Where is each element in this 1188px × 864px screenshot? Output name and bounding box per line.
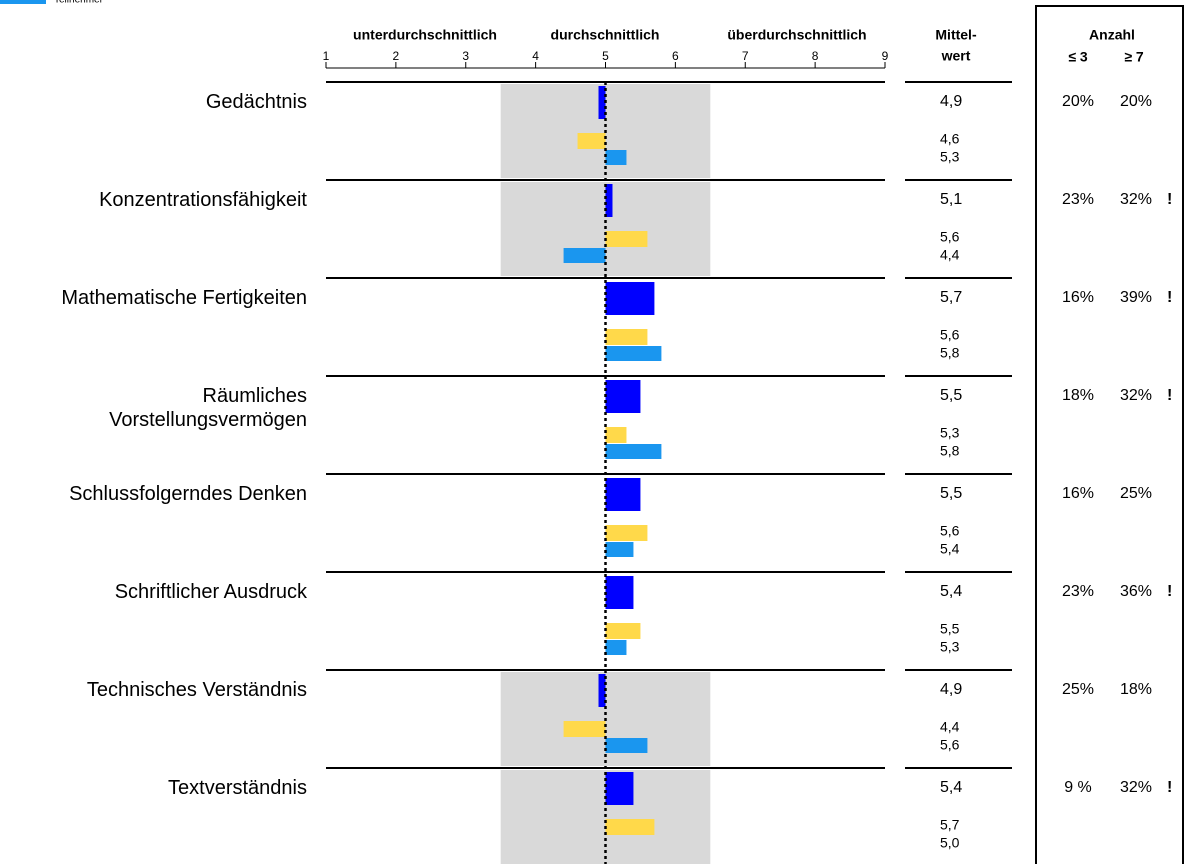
bar xyxy=(605,542,634,557)
bar xyxy=(563,721,606,737)
legend-swatch xyxy=(0,0,46,4)
value-label: 4,6 xyxy=(940,131,960,147)
x-tick-label: 4 xyxy=(532,49,539,63)
count-low: 20% xyxy=(1062,93,1094,110)
value-label: 5,3 xyxy=(940,425,960,441)
bar xyxy=(605,738,648,753)
x-tick-label: 8 xyxy=(812,49,819,63)
count-low: 23% xyxy=(1062,191,1094,208)
bar xyxy=(605,346,662,361)
range-label: durchschnittlich xyxy=(551,27,660,43)
bar xyxy=(605,380,641,413)
value-label: 5,3 xyxy=(940,149,960,165)
value-label: 4,9 xyxy=(940,93,962,110)
flag: ! xyxy=(1167,289,1172,306)
bar xyxy=(605,329,648,345)
bar xyxy=(605,772,634,805)
flag: ! xyxy=(1167,779,1172,796)
bar xyxy=(605,444,662,459)
bar xyxy=(605,819,655,835)
count-column: ≤ 3 xyxy=(1068,49,1088,65)
count-box xyxy=(1035,5,1184,864)
count-high: 18% xyxy=(1120,681,1152,698)
value-label: 5,6 xyxy=(940,229,960,245)
category-label: Gedächtnis xyxy=(205,91,307,113)
value-label: 5,8 xyxy=(940,345,960,361)
category-label: Konzentrationsfähigkeit xyxy=(99,189,307,211)
category-label: Schlussfolgerndes Denken xyxy=(69,483,307,505)
count-low: 18% xyxy=(1062,387,1094,404)
bar xyxy=(605,231,648,247)
flag: ! xyxy=(1167,583,1172,600)
value-label: 5,4 xyxy=(940,583,962,600)
value-label: 5,1 xyxy=(940,191,962,208)
value-label: 5,3 xyxy=(940,639,960,655)
count-low: 23% xyxy=(1062,583,1094,600)
x-tick-label: 1 xyxy=(323,49,330,63)
x-tick-label: 3 xyxy=(462,49,469,63)
bar xyxy=(605,150,627,165)
flag: ! xyxy=(1167,191,1172,208)
count-high: 25% xyxy=(1120,485,1152,502)
bar xyxy=(605,525,648,541)
count-low: 16% xyxy=(1062,485,1094,502)
value-label: 5,4 xyxy=(940,779,962,796)
bar xyxy=(605,282,655,315)
count-high: 39% xyxy=(1120,289,1152,306)
count-low: 25% xyxy=(1062,681,1094,698)
count-header: Anzahl xyxy=(1089,27,1135,43)
value-label: 5,5 xyxy=(940,621,960,637)
category-label: Technisches Verständnis xyxy=(86,679,307,701)
count-column: ≥ 7 xyxy=(1124,49,1144,65)
count-high: 32% xyxy=(1120,387,1152,404)
value-label: 5,7 xyxy=(940,817,960,833)
bar xyxy=(605,184,613,217)
value-label: 5,5 xyxy=(940,485,962,502)
category-label: Textverständnis xyxy=(168,777,307,799)
value-label: 5,6 xyxy=(940,523,960,539)
x-tick-label: 9 xyxy=(882,49,889,63)
count-high: 32% xyxy=(1120,191,1152,208)
value-label: 5,7 xyxy=(940,289,962,306)
x-tick-label: 7 xyxy=(742,49,749,63)
count-low: 16% xyxy=(1062,289,1094,306)
count-low: 9 % xyxy=(1064,779,1092,796)
count-high: 32% xyxy=(1120,779,1152,796)
category-label: Räumliches Vorstellungsvermögen xyxy=(109,385,307,431)
category-label: Mathematische Fertigkeiten xyxy=(61,287,307,309)
flag: ! xyxy=(1167,387,1172,404)
x-tick-label: 6 xyxy=(672,49,679,63)
value-label: 4,4 xyxy=(940,719,960,735)
bar xyxy=(605,576,634,609)
bar xyxy=(598,674,606,707)
value-label: 4,4 xyxy=(940,247,960,263)
value-label: 4,9 xyxy=(940,681,962,698)
count-high: 36% xyxy=(1120,583,1152,600)
bar xyxy=(605,623,641,639)
x-tick-label: 2 xyxy=(393,49,400,63)
legend-label: Teilnehmer xyxy=(54,0,104,6)
value-label: 5,6 xyxy=(940,737,960,753)
value-label: 5,4 xyxy=(940,541,960,557)
mean-header: wert xyxy=(941,48,971,64)
value-label: 5,8 xyxy=(940,443,960,459)
bar xyxy=(605,427,627,443)
bar xyxy=(605,640,627,655)
x-tick-label: 5 xyxy=(602,49,609,63)
value-label: 5,0 xyxy=(940,835,960,851)
value-label: 5,5 xyxy=(940,387,962,404)
category-label: Schriftlicher Ausdruck xyxy=(114,581,307,603)
bar xyxy=(598,86,606,119)
value-label: 5,6 xyxy=(940,327,960,343)
mean-header: Mittel- xyxy=(935,27,977,43)
range-label: unterdurchschnittlich xyxy=(353,27,497,43)
bar xyxy=(563,248,606,263)
bar xyxy=(605,478,641,511)
bar xyxy=(577,133,606,149)
range-label: überdurchschnittlich xyxy=(727,27,866,43)
count-high: 20% xyxy=(1120,93,1152,110)
